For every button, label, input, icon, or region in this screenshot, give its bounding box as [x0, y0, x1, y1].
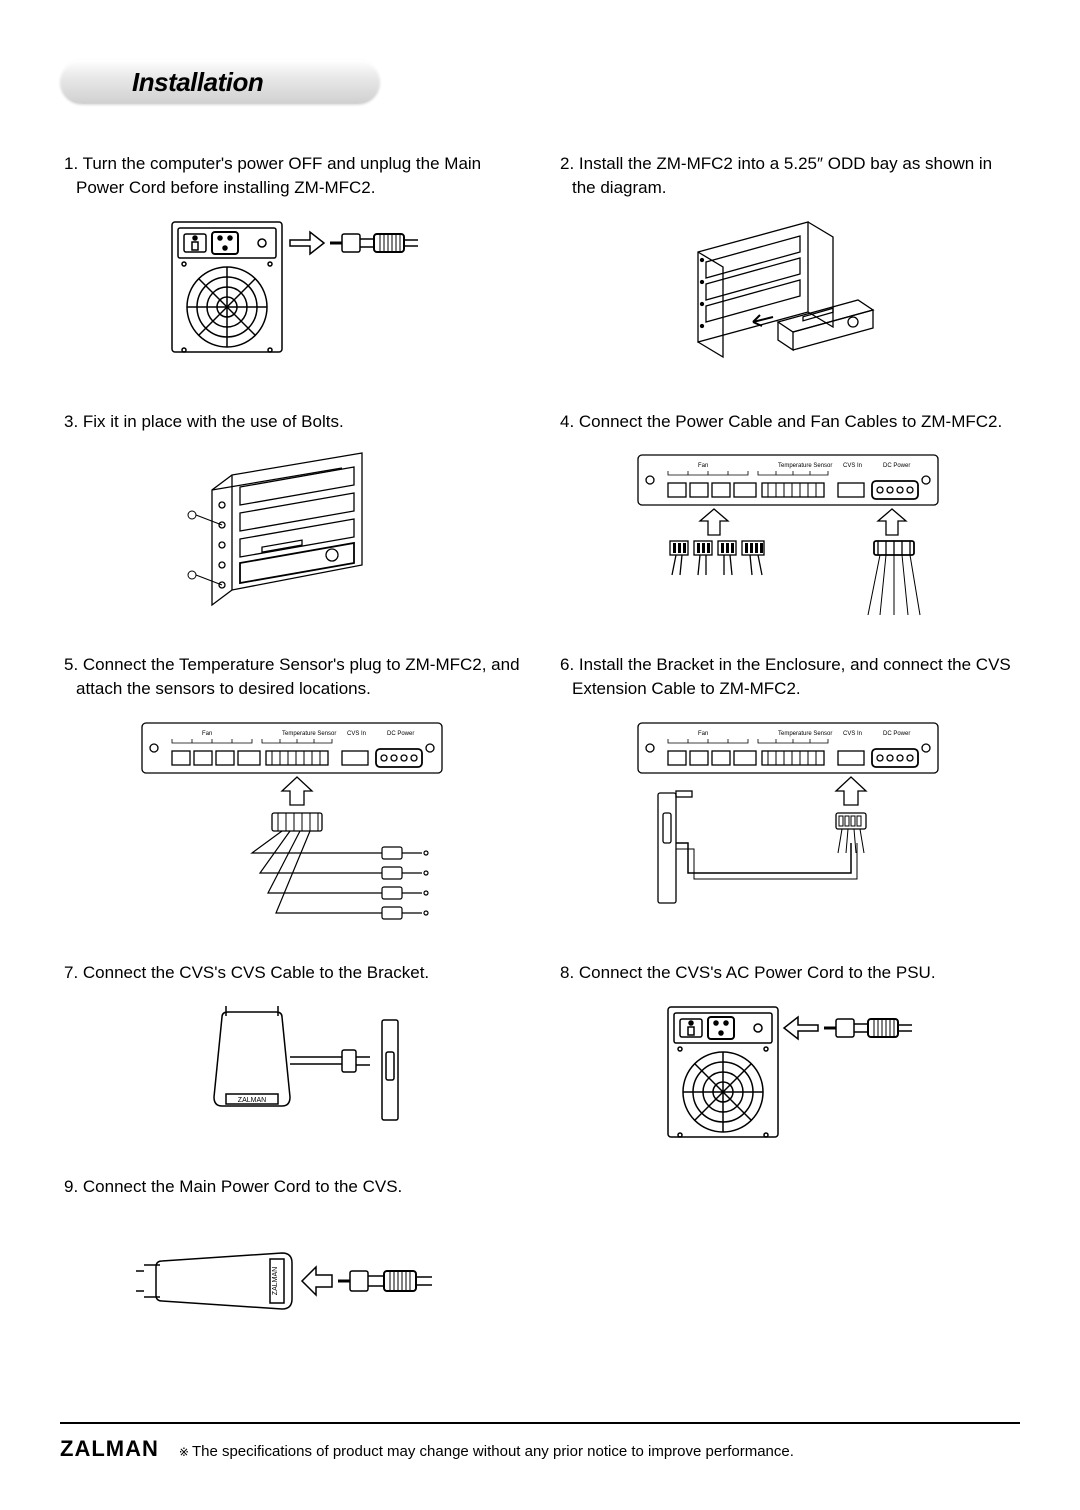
footnote-mark: ※ — [179, 1445, 189, 1459]
step-9-text: 9. Connect the Main Power Cord to the CV… — [64, 1175, 520, 1199]
step-8: 8. Connect the CVS's AC Power Cord to th… — [560, 961, 1016, 1147]
step-5-diagram: Fan Temperature Sensor CVS In DC Power — [64, 713, 520, 933]
svg-text:Fan: Fan — [202, 731, 212, 737]
step-7: 7. Connect the CVS's CVS Cable to the Br… — [64, 961, 520, 1147]
step-8-text: 8. Connect the CVS's AC Power Cord to th… — [560, 961, 1016, 985]
step-9: 9. Connect the Main Power Cord to the CV… — [64, 1175, 520, 1351]
footer-divider — [60, 1422, 1020, 1424]
step-7-diagram: ZALMAN — [64, 997, 520, 1137]
step-2: 2. Install the ZM-MFC2 into a 5.25″ ODD … — [560, 152, 1016, 382]
svg-text:CVS In: CVS In — [347, 731, 366, 737]
step-3: 3. Fix it in place with the use of Bolts… — [64, 410, 520, 626]
page-footer: ZALMAN ※The specifications of product ma… — [60, 1422, 1020, 1462]
section-title: Installation — [132, 67, 263, 98]
svg-text:Temperature Sensor: Temperature Sensor — [282, 731, 336, 737]
step-4-diagram: Fan Temperature Sensor CVS In DC Power — [560, 445, 1016, 625]
step-3-diagram — [64, 445, 520, 625]
svg-text:Fan: Fan — [698, 731, 708, 737]
svg-text:Fan: Fan — [698, 463, 708, 469]
step-1-text: 1. Turn the computer's power OFF and unp… — [64, 152, 520, 200]
footnote-text: The specifications of product may change… — [192, 1443, 794, 1460]
svg-text:ZALMAN: ZALMAN — [238, 1097, 266, 1104]
svg-text:DC Power: DC Power — [883, 463, 910, 469]
step-5-text: 5. Connect the Temperature Sensor's plug… — [64, 653, 520, 701]
step-1-diagram — [64, 212, 520, 362]
footnote: ※The specifications of product may chang… — [179, 1443, 794, 1460]
brand-logo: ZALMAN — [60, 1436, 159, 1462]
step-1: 1. Turn the computer's power OFF and unp… — [64, 152, 520, 382]
step-3-text: 3. Fix it in place with the use of Bolts… — [64, 410, 520, 434]
svg-text:DC Power: DC Power — [387, 731, 414, 737]
steps-grid: 1. Turn the computer's power OFF and unp… — [60, 152, 1020, 1351]
step-2-diagram — [560, 212, 1016, 382]
step-7-text: 7. Connect the CVS's CVS Cable to the Br… — [64, 961, 520, 985]
step-8-diagram — [560, 997, 1016, 1147]
svg-text:CVS In: CVS In — [843, 463, 862, 469]
svg-text:CVS In: CVS In — [843, 731, 862, 737]
step-9-diagram: ZALMAN — [64, 1211, 520, 1351]
step-2-text: 2. Install the ZM-MFC2 into a 5.25″ ODD … — [560, 152, 1016, 200]
step-6-diagram: Fan Temperature Sensor CVS In DC Power — [560, 713, 1016, 913]
step-6-text: 6. Install the Bracket in the Enclosure,… — [560, 653, 1016, 701]
section-title-pill: Installation — [60, 60, 380, 104]
step-4-text: 4. Connect the Power Cable and Fan Cable… — [560, 410, 1016, 434]
step-5: 5. Connect the Temperature Sensor's plug… — [64, 653, 520, 933]
step-6: 6. Install the Bracket in the Enclosure,… — [560, 653, 1016, 933]
svg-text:ZALMAN: ZALMAN — [272, 1266, 279, 1294]
svg-text:DC Power: DC Power — [883, 731, 910, 737]
svg-text:Temperature Sensor: Temperature Sensor — [778, 731, 832, 737]
step-4: 4. Connect the Power Cable and Fan Cable… — [560, 410, 1016, 626]
svg-text:Temperature Sensor: Temperature Sensor — [778, 463, 832, 469]
